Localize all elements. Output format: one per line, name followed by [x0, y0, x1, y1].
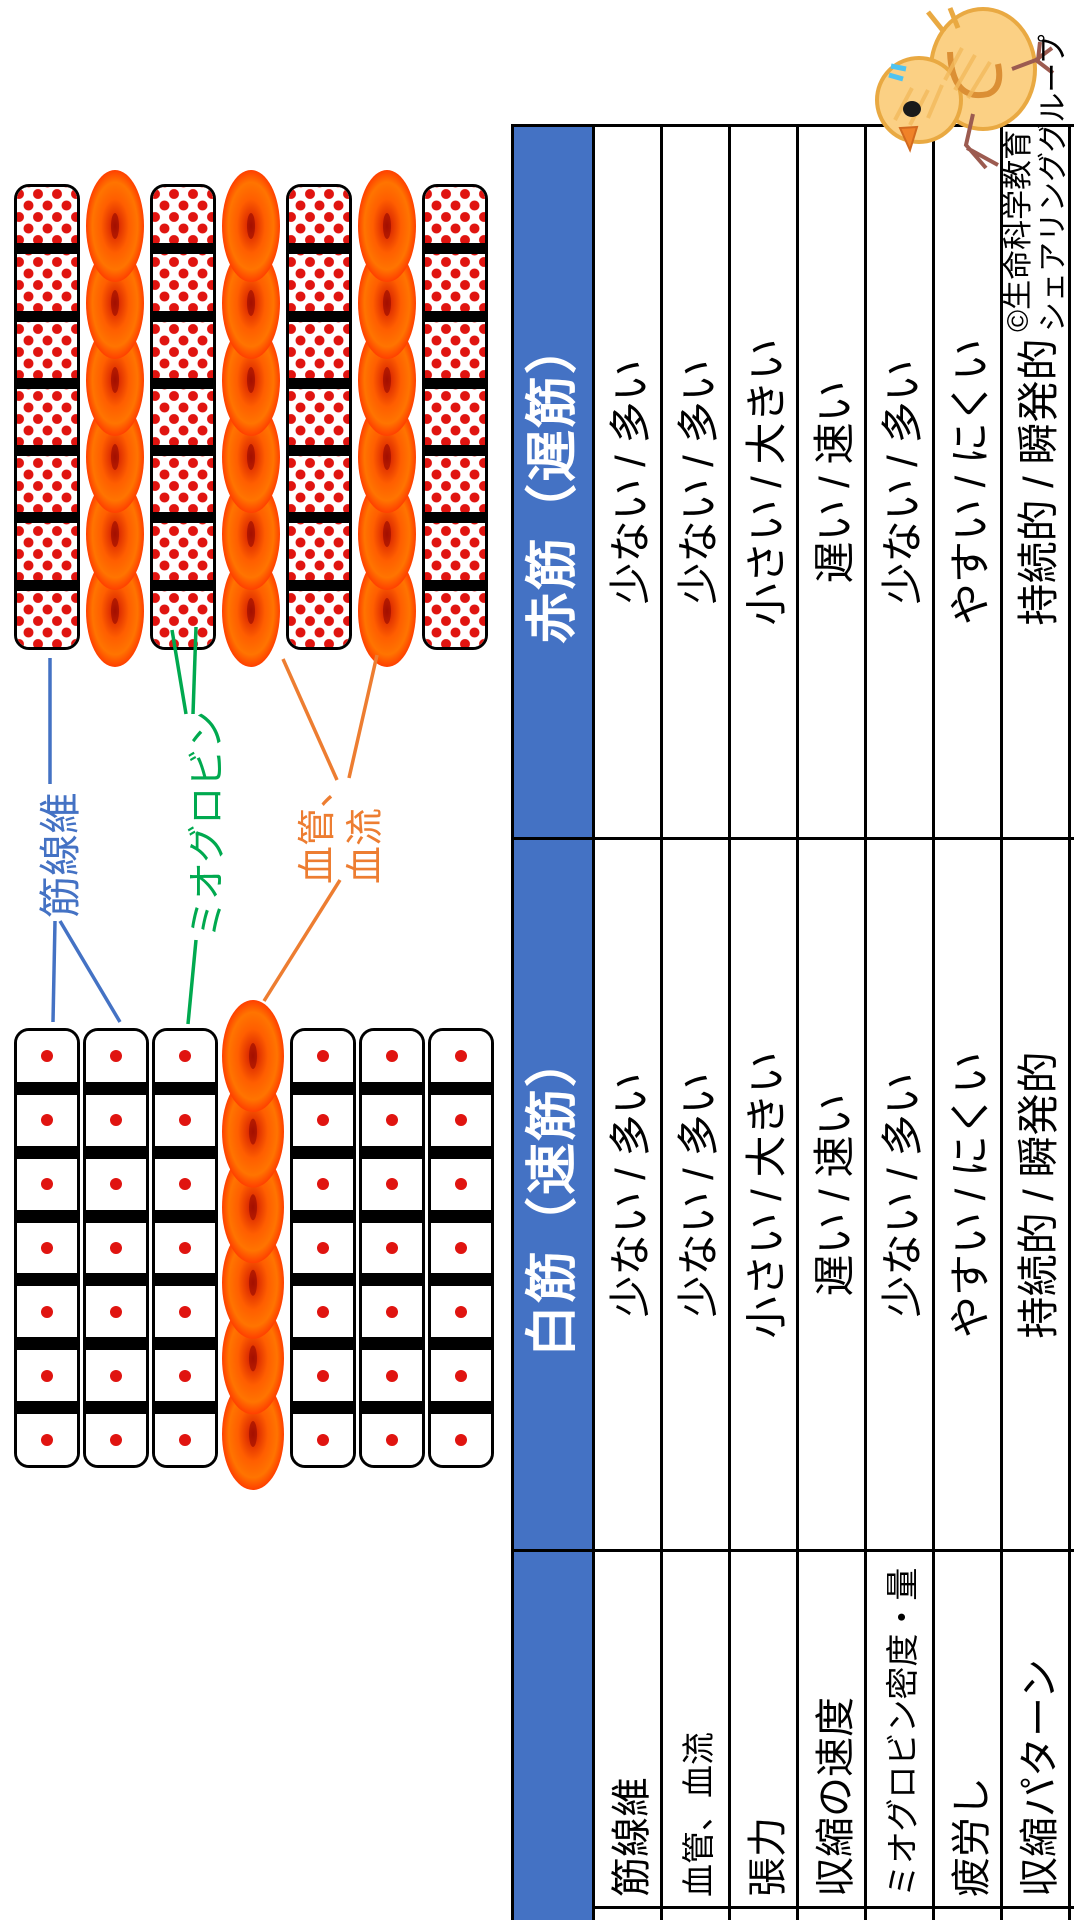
table-row-contraction-speed: 収縮の速度 遅い / 速い 遅い / 速い [799, 124, 867, 1920]
red-cell: 少ない / 多い [607, 359, 654, 605]
white-muscle-fiber-bar [359, 1028, 425, 1468]
white-cell: 遅い / 速い [811, 1093, 858, 1297]
row-label: 収縮の速度 [813, 1697, 858, 1897]
chick-eye [903, 101, 921, 117]
blood-vessel-row [357, 170, 417, 667]
myoglobin-label: ミオグロビン [187, 710, 229, 938]
blood-vessel-row [221, 1000, 285, 1490]
red-muscle-fiber-bar [14, 184, 80, 650]
row-label: 収縮パターン [1017, 1659, 1062, 1897]
table-header-band: 白筋（速筋） 赤筋（遅筋） [511, 124, 595, 1920]
row-label: 筋線維 [609, 1777, 654, 1897]
white-muscle-fiber-bar [14, 1028, 80, 1468]
copyright-line2: シェアリンググループ [1037, 34, 1070, 332]
table-row-tension: 張力 小さい / 大きい 小さい / 大きい [731, 124, 799, 1920]
blood-vessel-row [221, 170, 281, 667]
copyright-line1: ©生命科学教育 [1002, 129, 1035, 332]
row-label: 血管、血流 [679, 1732, 717, 1897]
grid-line [511, 837, 1074, 840]
blood-vessel-row [85, 170, 145, 667]
white-muscle-fiber-bar [152, 1028, 218, 1468]
chick-sweat-drops [888, 63, 907, 82]
grid-line [511, 1549, 1074, 1552]
table-row-fatigue: 疲労し やすい / にくい やすい / にくい [935, 124, 1003, 1920]
red-muscle-fiber-bar [150, 184, 216, 650]
white-cell: 持続的 / 瞬発的 [1015, 1051, 1062, 1339]
red-cell: 小さい / 大きい [743, 338, 790, 626]
white-cell: 少ない / 多い [675, 1072, 722, 1318]
table-rows: 筋線維 少ない / 多い 少ない / 多い 血管、血流 少ない / 多い 少ない… [595, 124, 1071, 1920]
white-cell: やすい / にくい [947, 1051, 994, 1339]
white-muscle-illustration [14, 1000, 497, 1490]
chick-wing [947, 51, 1003, 99]
grid-line [511, 124, 1074, 127]
red-muscle-illustration [14, 170, 493, 667]
grid-line [595, 1906, 1074, 1909]
red-cell: 遅い / 速い [811, 380, 858, 584]
white-muscle-fiber-bar [290, 1028, 356, 1468]
copyright-notice: ©生命科学教育 シェアリンググループ [1001, 34, 1071, 332]
blood-vessel-label-line2: 血流 [345, 807, 387, 884]
red-muscle-fiber-bar [422, 184, 488, 650]
table-row-fiber: 筋線維 少ない / 多い 少ない / 多い [595, 124, 663, 1920]
white-cell: 少ない / 多い [607, 1072, 654, 1318]
red-cell: やすい / にくい [947, 338, 994, 626]
white-muscle-fiber-bar [428, 1028, 494, 1468]
table-row-vessels: 血管、血流 少ない / 多い 少ない / 多い [663, 124, 731, 1920]
table-row-contraction-pattern: 収縮パターン 持続的 / 瞬発的 持続的 / 瞬発的 [1003, 124, 1071, 1920]
white-muscle-fiber-bar [83, 1028, 149, 1468]
muscle-fiber-label: 筋線維 [37, 791, 84, 918]
table-row-myoglobin: ミオグロビン密度・量 少ない / 多い 少ない / 多い [867, 124, 935, 1920]
row-label: ミオグロビン密度・量 [883, 1567, 921, 1897]
blood-vessel-label: 血管、 血流 [294, 770, 390, 884]
row-label: 張力 [745, 1817, 790, 1897]
white-cell: 少ない / 多い [879, 1072, 926, 1318]
chick-tail [926, 7, 961, 34]
white-cell: 小さい / 大きい [743, 1051, 790, 1339]
white-muscle-header: 白筋（速筋） [524, 1033, 582, 1358]
blood-vessel-label-line1: 血管、 [297, 769, 339, 884]
red-cell: 少ない / 多い [675, 359, 722, 605]
red-muscle-header: 赤筋（遅筋） [524, 320, 582, 645]
row-label: 疲労し [949, 1777, 994, 1897]
red-cell: 少ない / 多い [879, 359, 926, 605]
red-muscle-fiber-bar [286, 184, 352, 650]
